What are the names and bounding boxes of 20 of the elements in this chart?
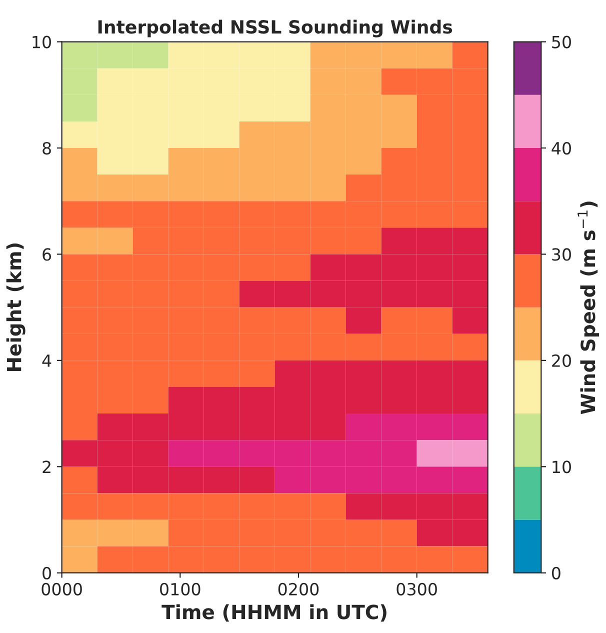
x-tick-label: 0300: [396, 582, 437, 596]
color-bar-label: 30: [552, 248, 571, 261]
chart-title: Interpolated NSSL Sounding Winds: [98, 20, 452, 38]
color-bar-label: 50: [552, 36, 571, 48]
x-tick-label: 0200: [278, 582, 319, 596]
y-axis-title: Height (km): [6, 244, 26, 371]
y-tick-label: 10: [32, 36, 51, 48]
color-bar-label: 0: [552, 566, 560, 580]
y-tick-label: 6: [42, 248, 52, 261]
color-bar-label: 20: [552, 354, 571, 367]
y-tick-label: 8: [42, 142, 51, 155]
x-tick-label: 0000: [42, 582, 82, 596]
y-tick-label: 2: [42, 460, 50, 473]
x-tick-label: 0100: [160, 582, 200, 596]
y-tick-label: 0: [42, 566, 51, 580]
color-bar-title: Wind Speed (m s$^{−1}$): [578, 202, 600, 414]
x-axis-title: Time (HHMM in UTC): [162, 604, 386, 622]
color-bar-label: 40: [552, 142, 571, 155]
y-tick-label: 4: [42, 354, 52, 367]
color-bar-label: 10: [552, 460, 571, 474]
